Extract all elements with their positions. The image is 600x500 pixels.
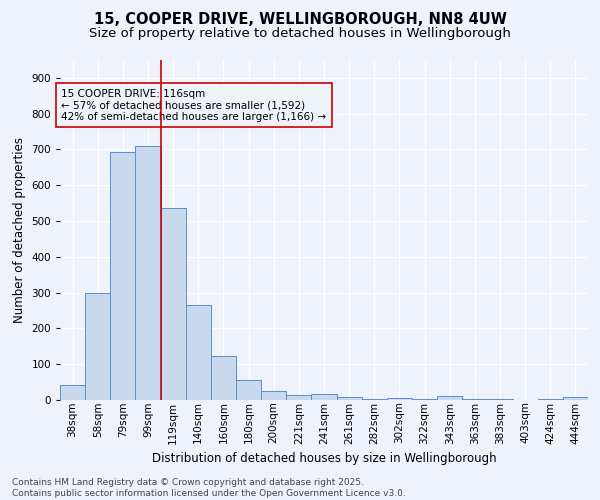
Bar	[261, 391, 286, 400]
Bar	[311, 394, 337, 400]
Bar	[186, 305, 211, 400]
Bar	[487, 398, 512, 400]
Text: Size of property relative to detached houses in Wellingborough: Size of property relative to detached ho…	[89, 28, 511, 40]
Text: 15, COOPER DRIVE, WELLINGBOROUGH, NN8 4UW: 15, COOPER DRIVE, WELLINGBOROUGH, NN8 4U…	[94, 12, 506, 28]
Text: 15 COOPER DRIVE: 116sqm
← 57% of detached houses are smaller (1,592)
42% of semi: 15 COOPER DRIVE: 116sqm ← 57% of detache…	[61, 88, 326, 122]
Bar	[362, 398, 387, 400]
X-axis label: Distribution of detached houses by size in Wellingborough: Distribution of detached houses by size …	[152, 452, 496, 465]
Bar	[387, 398, 412, 400]
Y-axis label: Number of detached properties: Number of detached properties	[13, 137, 26, 323]
Bar	[337, 398, 362, 400]
Text: Contains HM Land Registry data © Crown copyright and database right 2025.
Contai: Contains HM Land Registry data © Crown c…	[12, 478, 406, 498]
Bar	[563, 397, 588, 400]
Bar	[60, 384, 85, 400]
Bar	[85, 292, 110, 400]
Bar	[462, 399, 487, 400]
Bar	[236, 380, 261, 400]
Bar	[211, 356, 236, 400]
Bar	[437, 396, 462, 400]
Bar	[110, 152, 136, 400]
Bar	[136, 146, 161, 400]
Bar	[161, 208, 186, 400]
Bar	[412, 398, 437, 400]
Bar	[286, 394, 311, 400]
